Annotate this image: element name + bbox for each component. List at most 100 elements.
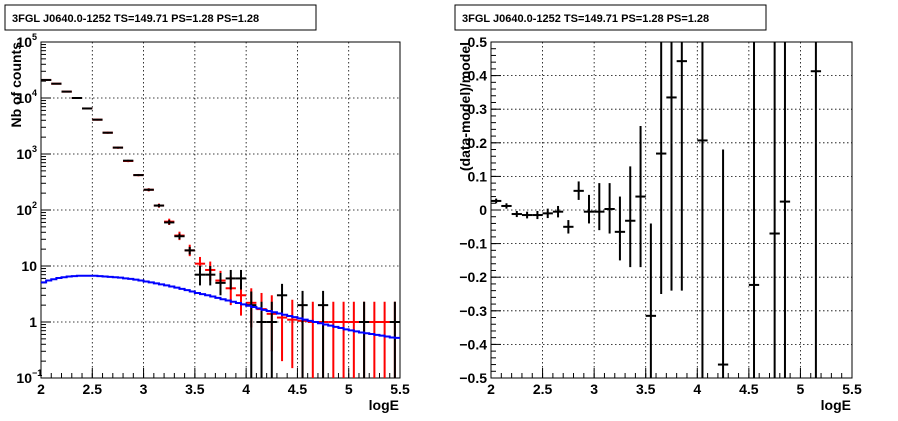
counts-data-point xyxy=(92,118,103,121)
residual-data-point xyxy=(532,211,543,220)
counts-data-point xyxy=(287,299,298,369)
counts-y-tick-exponent: 3 xyxy=(32,144,37,154)
counts-x-tick-label: 5 xyxy=(345,381,353,397)
counts-data-point xyxy=(348,301,359,378)
residual-data-point xyxy=(563,220,574,234)
counts-y-tick-label: 10 xyxy=(16,202,32,218)
counts-data-point xyxy=(389,301,400,378)
counts-y-tick-exponent: −1 xyxy=(32,368,42,378)
counts-data-point xyxy=(194,266,206,286)
counts-data-point xyxy=(266,301,277,378)
counts-x-tick-label: 5.5 xyxy=(390,381,410,397)
residual-y-tick-label: −0.3 xyxy=(459,303,487,319)
counts-data-point xyxy=(215,272,226,296)
residual-data-point xyxy=(656,42,667,294)
residual-data-point xyxy=(542,208,553,219)
counts-x-tick-label: 3.5 xyxy=(185,381,205,397)
residual-data-point xyxy=(676,42,687,291)
counts-data-point xyxy=(317,290,329,378)
counts-data-point xyxy=(112,146,124,149)
counts-data-point xyxy=(297,290,308,378)
residual-x-tick-label: 2.5 xyxy=(533,381,553,397)
residual-data-point xyxy=(810,42,822,378)
residual-y-tick-label: 0.4 xyxy=(468,68,488,84)
counts-data-point xyxy=(379,301,390,378)
residual-y-tick-label: 0.3 xyxy=(468,101,488,117)
residual-data-point xyxy=(583,194,595,224)
counts-y-tick-label: 1 xyxy=(29,314,37,330)
counts-data-point xyxy=(174,233,185,240)
residual-data-point xyxy=(594,183,605,231)
residual-data-point xyxy=(491,198,502,204)
residual-x-tick-label: 5 xyxy=(797,381,805,397)
residual-data-point xyxy=(521,211,533,219)
counts-y-tick-label: 10 xyxy=(16,146,32,162)
counts-y-tick-label: 10 xyxy=(16,370,32,386)
counts-data-point xyxy=(71,97,83,99)
residual-data-point xyxy=(645,223,657,378)
counts-x-tick-label: 3 xyxy=(140,381,148,397)
residual-data-point xyxy=(614,196,626,261)
residual-y-tick-label: 0.2 xyxy=(468,135,488,151)
counts-data-point xyxy=(276,283,288,316)
residual-x-tick-label: 3 xyxy=(590,381,598,397)
residual-data-point xyxy=(779,42,791,378)
residual-x-tick-label: 5.5 xyxy=(842,381,862,397)
residual-data-point xyxy=(748,42,760,378)
counts-y-tick-label: 10 xyxy=(16,90,32,106)
residual-y-tick-label: 0.5 xyxy=(468,34,488,50)
residual-series xyxy=(491,42,822,378)
counts-y-tick-exponent: 5 xyxy=(32,32,37,42)
counts-data-point xyxy=(256,301,267,378)
residual-x-tick-label: 3.5 xyxy=(636,381,656,397)
counts-data-point xyxy=(133,174,144,177)
residual-x-tick-label: 4.5 xyxy=(739,381,759,397)
counts-y-tick-label: 10 xyxy=(21,258,37,274)
residual-data-point xyxy=(501,203,512,209)
residual-data-point xyxy=(625,166,636,268)
counts-data-point xyxy=(123,159,134,162)
counts-data-point xyxy=(61,90,72,93)
residual-x-axis-label: logE xyxy=(821,397,851,413)
residual-data-point xyxy=(573,181,584,200)
counts-y-tick-exponent: 4 xyxy=(32,88,37,98)
residual-y-tick-label: −0.1 xyxy=(459,236,487,252)
counts-data-point xyxy=(358,301,370,378)
counts-x-tick-label: 4.5 xyxy=(288,381,308,397)
counts-data-point xyxy=(184,246,195,255)
counts-y-tick-exponent: 2 xyxy=(32,200,37,210)
counts-x-tick-label: 4 xyxy=(242,381,250,397)
counts-data-point xyxy=(369,301,380,378)
residual-panel: 2 2.5 3 3.5 4 4.5 5 5.5 −0.5 −0.4 −0.3 −0.2 −0.1 0 0.1… xyxy=(454,4,862,413)
counts-model-step-line xyxy=(41,274,400,339)
residual-y-tick-label: −0.2 xyxy=(459,269,487,285)
counts-title-box xyxy=(4,4,317,31)
residual-y-tick-label: −0.4 xyxy=(459,336,487,352)
residual-data-point xyxy=(511,211,522,218)
counts-series xyxy=(41,78,400,378)
residual-x-tick-label: 4 xyxy=(693,381,701,397)
counts-data-point xyxy=(164,220,175,225)
residual-ticks: 2 2.5 3 3.5 4 4.5 5 5.5 −0.5 −0.4 −0.3 −0.2 −0.1 0 0.1… xyxy=(459,34,862,397)
counts-data-point xyxy=(82,107,93,110)
residual-y-tick-label: −0.5 xyxy=(459,370,487,386)
counts-data-point xyxy=(205,266,216,286)
residual-y-axis-label: (data-model)/model xyxy=(457,42,473,171)
counts-data-point xyxy=(153,203,165,208)
residual-data-point xyxy=(635,126,646,268)
counts-data-point xyxy=(225,269,236,290)
counts-data-point xyxy=(51,82,62,85)
counts-data-point xyxy=(102,131,113,134)
counts-x-tick-label: 2 xyxy=(37,381,45,397)
residual-y-tick-label: 0 xyxy=(479,202,487,218)
counts-x-tick-label: 2.5 xyxy=(83,381,103,397)
residual-title: 3FGL J0640.0-1252 TS=149.71 PS=1.28 PS=1… xyxy=(462,13,709,25)
counts-y-axis-label: Nb of counts xyxy=(8,42,24,128)
residual-data-point xyxy=(666,42,677,291)
residual-data-point xyxy=(769,42,780,378)
residual-y-tick-label: 0.1 xyxy=(468,168,488,184)
residual-data-point xyxy=(604,183,615,234)
